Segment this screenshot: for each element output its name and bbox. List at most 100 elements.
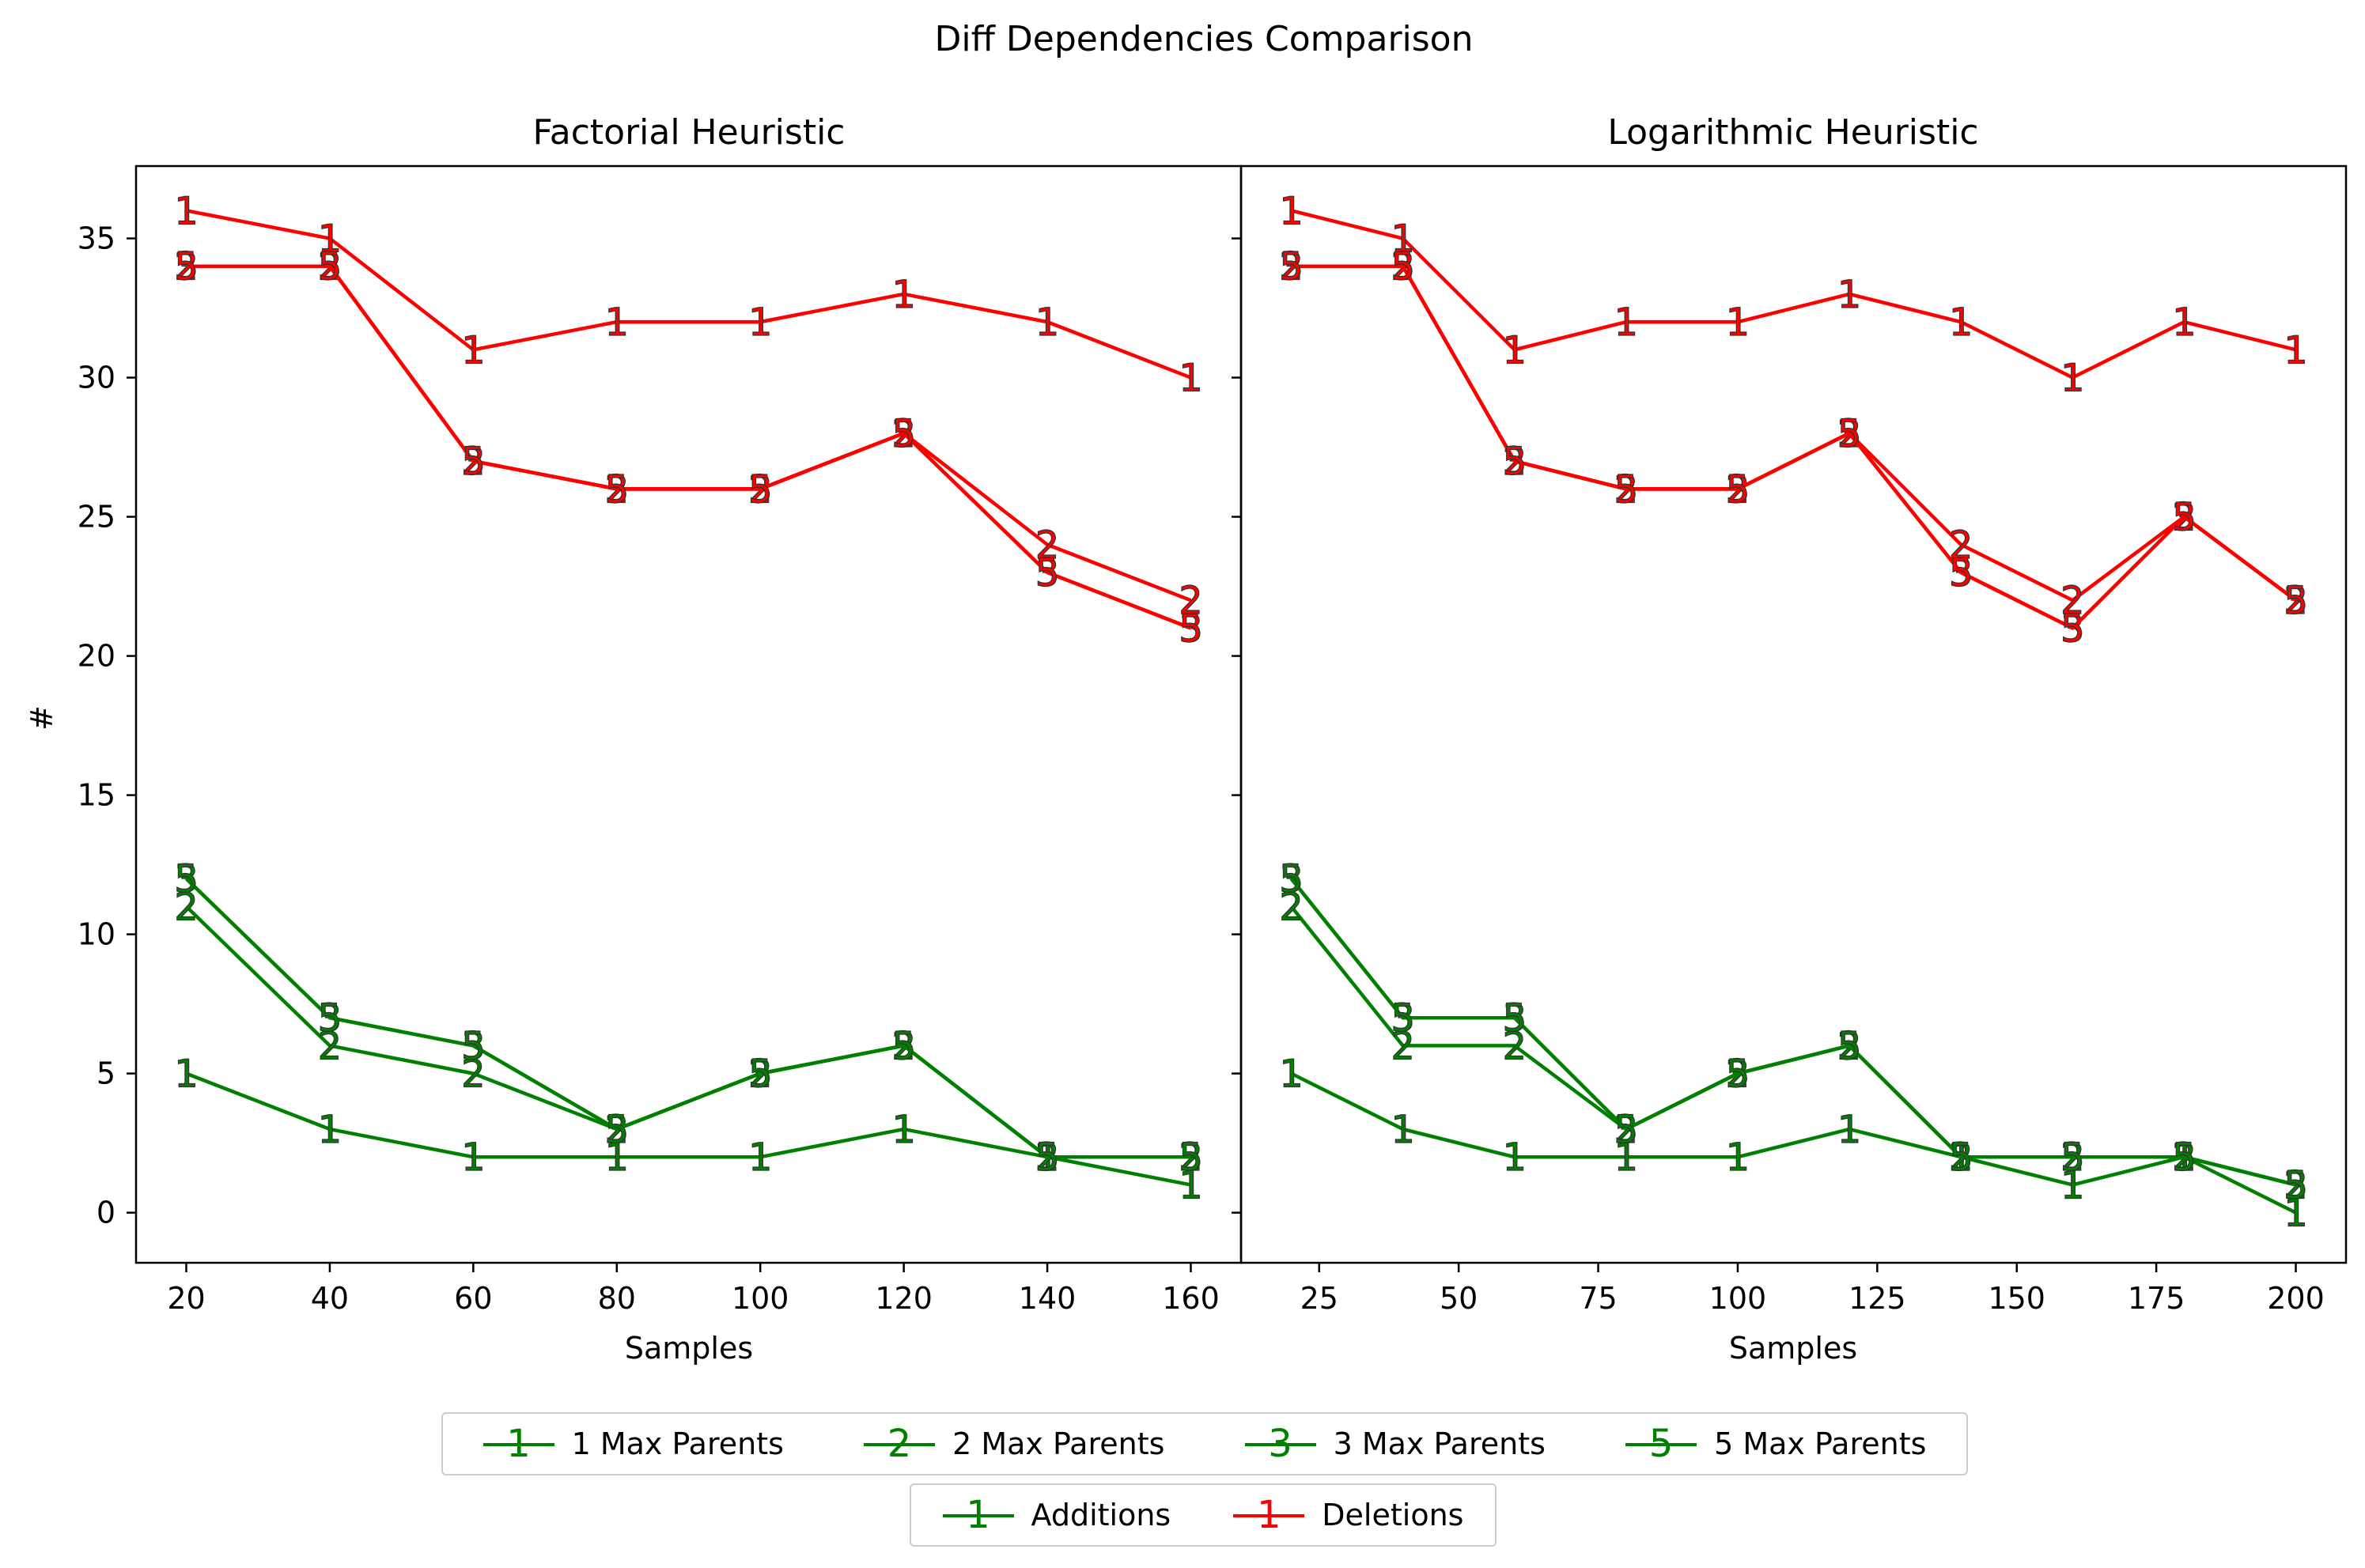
series-line	[186, 209, 1192, 380]
data-point: 1	[174, 1052, 199, 1097]
x-tick-label: 140	[1019, 1281, 1077, 1316]
x-tick-label: 80	[598, 1281, 636, 1316]
data-point: 1	[1502, 328, 1527, 372]
data-point: 3	[2284, 579, 2308, 623]
series-line	[1291, 264, 2297, 630]
y-tick-label: 25	[78, 500, 115, 535]
data-point: 5	[1502, 440, 1527, 484]
data-point: 1	[318, 1108, 342, 1152]
data-point: 5	[1035, 551, 1060, 595]
data-point: 5	[1614, 467, 1639, 512]
panel-title: Logarithmic Heuristic	[1607, 112, 1978, 153]
data-point: 1	[1179, 357, 1203, 401]
y-tick-label: 15	[78, 778, 115, 813]
data-point: 1	[1837, 1108, 1862, 1152]
x-tick-label: 60	[454, 1281, 492, 1316]
data-point: 2	[1726, 1052, 1750, 1097]
data-point: 1	[2284, 1192, 2308, 1236]
legend-item: 1 1 Max Parents	[482, 1424, 784, 1464]
legend-swatch: 1	[942, 1495, 1014, 1535]
data-point: 5	[2060, 606, 2085, 651]
series-line	[1291, 264, 2297, 603]
data-point: 2	[2060, 579, 2085, 623]
legend-change-type: 1 Additions 1 Deletions	[910, 1483, 1497, 1547]
data-point: 2	[1179, 579, 1203, 623]
x-axis-label: Samples	[625, 1331, 753, 1366]
legend-label: 5 Max Parents	[1714, 1426, 1927, 1461]
data-point: 1	[1726, 300, 1750, 345]
legend-item: 2 2 Max Parents	[864, 1424, 1164, 1464]
data-point: 5	[1614, 1108, 1639, 1152]
x-tick-label: 100	[1709, 1281, 1767, 1316]
series-line	[185, 1071, 1191, 1187]
data-point: 1	[1502, 1135, 1527, 1180]
data-point: 5	[2060, 1135, 2085, 1180]
data-point: 5	[748, 1052, 773, 1097]
x-tick-label: 150	[1988, 1281, 2045, 1316]
x-tick-label: 175	[2128, 1281, 2185, 1316]
data-point: 5	[461, 1024, 486, 1068]
data-point: 2	[1035, 523, 1060, 568]
data-point: 5	[1035, 1135, 1060, 1180]
data-point: 1	[1726, 1135, 1750, 1180]
data-point: 5	[2284, 579, 2308, 623]
data-point: 2	[174, 885, 199, 929]
data-point: 3	[1279, 857, 1304, 901]
data-point: 1	[2060, 357, 2085, 401]
data-point: 5	[605, 467, 630, 512]
data-point: 1	[605, 300, 630, 345]
data-point: 5	[605, 1108, 630, 1152]
data-point: 3	[2060, 606, 2085, 651]
y-tick-label: 20	[78, 639, 115, 674]
y-tick-label: 10	[78, 917, 115, 952]
x-tick-label: 50	[1440, 1281, 1478, 1316]
data-point: 5	[1179, 1135, 1203, 1180]
data-point: 5	[174, 245, 199, 289]
data-point: 5	[1726, 1052, 1750, 1097]
x-tick-label: 20	[167, 1281, 205, 1316]
x-tick-label: 75	[1579, 1281, 1617, 1316]
data-point: 5	[2172, 496, 2197, 540]
data-point: 1	[891, 273, 916, 317]
legend-item: 1 Deletions	[1233, 1495, 1463, 1535]
data-point: 1	[318, 217, 342, 262]
data-point: 2	[1614, 1108, 1639, 1152]
data-point: 3	[1726, 467, 1750, 512]
legend-swatch: 1	[482, 1424, 554, 1464]
x-axis-label: Samples	[1729, 1331, 1857, 1366]
data-point: 1	[1614, 1135, 1639, 1180]
data-point: 2	[748, 1052, 773, 1097]
data-point: 3	[1614, 1108, 1639, 1152]
x-tick-label: 40	[311, 1281, 349, 1316]
data-point: 5	[174, 857, 199, 901]
data-point: 2	[2284, 1163, 2308, 1207]
data-point: 1	[1614, 300, 1639, 345]
y-tick-label: 35	[78, 221, 115, 256]
series-line	[1291, 264, 2297, 630]
data-point: 5	[748, 467, 773, 512]
data-point: 1	[1391, 217, 1415, 262]
plot-frame	[1239, 164, 2348, 1264]
data-point: 1	[174, 189, 199, 233]
data-point: 2	[2284, 579, 2308, 623]
data-point: 2	[1502, 1024, 1527, 1068]
data-point: 2	[318, 1024, 342, 1068]
data-point: 3	[605, 1108, 630, 1152]
data-point: 1	[748, 300, 773, 345]
data-point: 5	[318, 245, 342, 289]
y-tick-label: 5	[96, 1056, 115, 1091]
x-tick-label: 125	[1848, 1281, 1906, 1316]
series-line	[184, 877, 1191, 1159]
data-point: 1	[2172, 300, 2197, 345]
data-point: 1	[461, 1135, 486, 1180]
data-point: 1	[2060, 1163, 2085, 1207]
x-tick-label: 120	[875, 1281, 933, 1316]
series-line	[1290, 209, 2297, 380]
legend-item: 5 5 Max Parents	[1625, 1424, 1926, 1464]
y-tick-label: 0	[96, 1196, 115, 1230]
